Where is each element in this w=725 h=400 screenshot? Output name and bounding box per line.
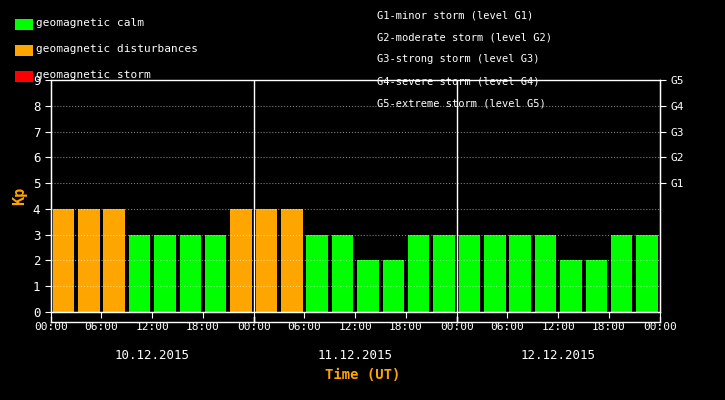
- Text: geomagnetic disturbances: geomagnetic disturbances: [36, 44, 198, 54]
- Text: G3-strong storm (level G3): G3-strong storm (level G3): [377, 54, 539, 64]
- Bar: [129, 235, 150, 312]
- Bar: [408, 235, 429, 312]
- Bar: [154, 235, 175, 312]
- Text: geomagnetic calm: geomagnetic calm: [36, 18, 144, 28]
- Bar: [53, 209, 74, 312]
- Bar: [484, 235, 505, 312]
- Bar: [586, 260, 607, 312]
- Bar: [535, 235, 556, 312]
- Text: 12.12.2015: 12.12.2015: [521, 349, 596, 362]
- Text: G1-minor storm (level G1): G1-minor storm (level G1): [377, 10, 534, 20]
- Bar: [78, 209, 99, 312]
- Bar: [307, 235, 328, 312]
- Bar: [281, 209, 302, 312]
- Text: G5-extreme storm (level G5): G5-extreme storm (level G5): [377, 98, 546, 108]
- Bar: [357, 260, 378, 312]
- Text: Time (UT): Time (UT): [325, 368, 400, 382]
- Bar: [180, 235, 201, 312]
- Text: 10.12.2015: 10.12.2015: [115, 349, 190, 362]
- Bar: [205, 235, 226, 312]
- Bar: [104, 209, 125, 312]
- Text: G4-severe storm (level G4): G4-severe storm (level G4): [377, 76, 539, 86]
- Bar: [560, 260, 581, 312]
- Bar: [256, 209, 277, 312]
- Bar: [434, 235, 455, 312]
- Text: G2-moderate storm (level G2): G2-moderate storm (level G2): [377, 32, 552, 42]
- Bar: [637, 235, 658, 312]
- Text: geomagnetic storm: geomagnetic storm: [36, 70, 151, 80]
- Text: 11.12.2015: 11.12.2015: [318, 349, 393, 362]
- Y-axis label: Kp: Kp: [12, 187, 28, 205]
- Bar: [383, 260, 404, 312]
- Bar: [231, 209, 252, 312]
- Bar: [510, 235, 531, 312]
- Bar: [332, 235, 353, 312]
- Bar: [459, 235, 480, 312]
- Bar: [611, 235, 632, 312]
